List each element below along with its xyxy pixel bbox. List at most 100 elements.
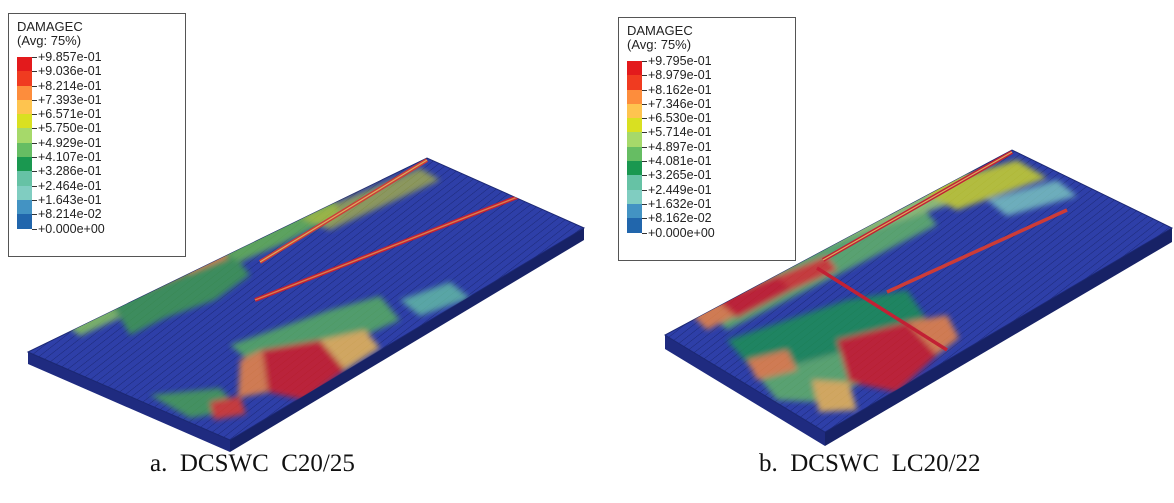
panel-b: DAMAGEC (Avg: 75%) +9.795e-01 +8.979e-01 +… [587,0,1174,503]
legend-tick [32,114,37,116]
legend-row: +4.929e-01 [17,135,177,158]
legend-value: +5.750e-01 [38,121,102,136]
legend-value: +4.929e-01 [38,135,102,150]
legend-swatch [17,157,32,172]
legend-tick [32,199,37,201]
legend-tick [32,128,37,130]
legend-value: +4.107e-01 [38,150,102,165]
legend-swatch [17,99,32,115]
legend-value: +8.162e-02 [648,211,712,226]
legend-value: +3.265e-01 [648,168,712,183]
legend-row: +8.214e-02 [17,207,177,229]
legend-row: +9.857e-01 [17,50,177,72]
legend-tick [32,185,37,187]
legend-row: +6.571e-01 [17,107,177,129]
legend-row: +9.036e-01 [17,64,177,86]
legend-value: +8.162e-01 [648,82,712,97]
legend-swatch [17,185,32,200]
legend-swatch [627,132,642,147]
damage-contour-plate-b [663,149,1174,446]
legend-row: +6.530e-01 [627,111,787,133]
legend-tick [642,218,647,220]
legend-swatch [17,142,32,158]
legend-swatch [17,85,32,100]
legend-tick [642,103,647,105]
legend-row: +8.162e-02 [627,211,787,233]
legend-tick [642,203,647,205]
legend-b: DAMAGEC (Avg: 75%) +9.795e-01 +8.979e-01 +… [618,17,796,261]
legend-value: +8.214e-01 [38,78,102,93]
legend-value: +6.530e-01 [648,111,712,126]
damage-contour-plate-a [26,157,586,452]
legend-swatch [627,103,642,119]
legend-value: +2.464e-01 [38,178,102,193]
legend-tick [642,118,647,120]
legend-title: DAMAGEC [17,19,83,34]
legend-row: +9.795e-01 [627,54,787,76]
legend-value: +0.000e+00 [648,225,715,240]
legend-swatch [17,171,32,186]
legend-row: +2.449e-01 [627,182,787,204]
legend-avg: (Avg: 75%) [17,33,82,48]
legend-value: +4.081e-01 [648,154,712,169]
legend-swatch [627,175,642,190]
legend-tick [32,142,37,144]
caption-b: b. DCSWC LC20/22 [759,450,981,477]
legend-swatch [627,89,642,104]
legend-tick [32,157,37,159]
legend-value: +2.449e-01 [648,182,712,197]
legend-tick [642,146,647,148]
legend-row: +4.081e-01 [627,154,787,176]
legend-row: +5.750e-01 [17,121,177,143]
legend-row: +8.979e-01 [627,68,787,90]
legend-tick [32,171,37,173]
legend-swatch [17,71,32,86]
caption-a: a. DCSWC C20/25 [150,450,355,477]
legend-value: +4.897e-01 [648,139,712,154]
legend-value: +7.346e-01 [648,96,712,111]
legend-row: +8.214e-01 [17,78,177,100]
legend-swatch [17,128,32,143]
legend-tick [32,99,37,101]
legend-tick [642,89,647,91]
legend-swatch [17,57,32,72]
legend-swatch [627,146,642,162]
legend-value: +7.393e-01 [38,92,102,107]
legend-swatch [627,203,642,219]
legend-row: +1.632e-01 [627,197,787,219]
legend-avg: (Avg: 75%) [627,37,692,52]
legend-row: +5.714e-01 [627,125,787,147]
legend-row: +7.346e-01 [627,96,787,119]
legend-tick [642,132,647,134]
legend-tick [642,175,647,177]
legend-tick [32,57,37,58]
legend-title: DAMAGEC [627,23,693,38]
legend-value: +6.571e-01 [38,107,102,122]
legend-swatch [627,61,642,76]
legend-scale: +9.795e-01 +8.979e-01 +8.162e-01 +7.346e-01… [627,54,787,240]
legend-swatch [627,118,642,133]
legend-value: +1.643e-01 [38,192,102,207]
legend-tick [642,189,647,191]
legend-swatch [17,114,32,129]
legend-row: +3.265e-01 [627,168,787,190]
legend-value: +8.979e-01 [648,68,712,83]
legend-row: +4.897e-01 [627,139,787,162]
legend-tick [32,71,37,73]
panel-a: DAMAGEC (Avg: 75%) +9.857e-01 +9.036e-01 +… [8,13,586,477]
legend-value: +9.857e-01 [38,50,102,64]
legend-value: +3.286e-01 [38,164,102,179]
legend-swatch [17,214,32,229]
legend-swatch [627,218,642,233]
legend-tick [642,232,647,234]
legend-tick [642,161,647,163]
legend-swatch [627,161,642,176]
legend-row: +4.107e-01 [17,150,177,172]
legend-value: +0.000e+00 [38,221,105,236]
legend-row: +8.162e-01 [627,82,787,104]
legend-row: +7.393e-01 [17,92,177,115]
legend-value: +8.214e-02 [38,207,102,222]
legend-swatch [627,75,642,90]
legend-tick [32,214,37,216]
legend-value: +5.714e-01 [648,125,712,140]
